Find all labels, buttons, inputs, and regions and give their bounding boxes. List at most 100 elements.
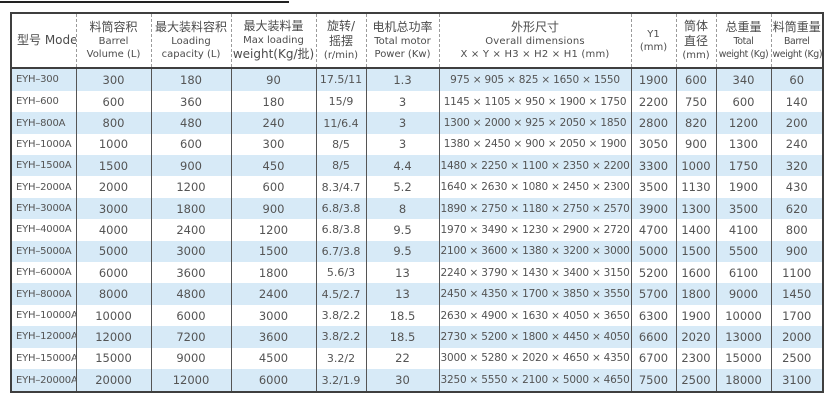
cell-model: EYH–3000A [16,203,72,215]
cell-y1: 3500 [630,176,676,198]
cell-volume: 6000 [75,262,151,284]
cell-y1: 4700 [630,219,676,241]
cell-motor-power: 13 [365,262,439,284]
cell-volume: 2000 [75,176,151,198]
cell-max-loading: 1500 [230,240,316,263]
cell-dimensions: 1380 × 2450 × 900 × 2050 × 1900 [438,133,631,156]
cell-max-loading: 1200 [230,219,316,241]
top-rule [0,1,289,3]
cell-rotation: 6.7/3.8 [315,240,366,263]
cell-barrel-weight: 1700 [770,304,823,327]
column-header-volume: 料筒容积 Barrel Volume (L) [75,13,151,69]
cell-capacity: 480 [150,112,231,134]
cell-y1: 6300 [630,304,676,327]
table-row: EYH–4000A 4000 2400 1200 6.8/3.8 9.5 1970 × 34… [11,219,823,241]
cell-barrel-weight: 200 [770,112,823,134]
cell-volume: 600 [75,90,151,113]
cell-diameter: 600 [675,68,716,91]
cell-y1: 2200 [630,90,676,113]
cell-capacity: 4800 [150,283,231,305]
table-row: EYH–20000A 20000 12000 6000 3.2/1.9 30 3250 × … [11,369,823,392]
cell-capacity: 12000 [150,369,231,392]
cell-max-loading: 2400 [230,283,316,305]
column-header-line: weight (Kg) [718,49,769,60]
column-header-line: weight (Kg) [772,49,823,60]
cell-model: EYH–8000A [16,288,72,300]
cell-diameter: 1400 [675,219,716,241]
column-header-line: 筒体 [683,19,708,33]
cell-capacity: 600 [150,133,231,156]
cell-rotation: 3.8/2.2 [315,304,366,327]
cell-total-weight: 10000 [715,304,771,327]
cell-total-weight: 3500 [715,197,771,220]
column-header-line: 型号 Model [17,33,76,47]
cell-rotation: 6.8/3.8 [315,219,366,241]
cell-diameter: 750 [675,90,716,113]
cell-volume: 15000 [75,347,151,369]
column-header-total-weight: 总重量 Total weight (Kg) [715,13,771,69]
cell-diameter: 1300 [675,197,716,220]
cell-model: EYH–4000A [16,224,72,236]
cell-model: EYH–12000A [16,331,76,343]
cell-dimensions: 2450 × 4350 × 1700 × 3850 × 3550 [438,283,631,305]
cell-motor-power: 3 [365,112,439,134]
cell-y1: 7500 [630,369,676,392]
column-header-rotation: 旋转/摇摆 (r/min) [315,13,366,69]
cell-max-loading: 240 [230,112,316,134]
cell-volume: 10000 [75,304,151,327]
cell-motor-power: 3 [365,133,439,156]
cell-total-weight: 18000 [715,369,771,392]
cell-dimensions: 2100 × 3600 × 1380 × 3200 × 3000 [438,240,631,263]
cell-motor-power: 3 [365,90,439,113]
cell-capacity: 7200 [150,326,231,348]
cell-total-weight: 1300 [715,133,771,156]
cell-max-loading: 450 [230,155,316,177]
column-header-line: Barrel [784,36,810,47]
cell-barrel-weight: 1100 [770,262,823,284]
cell-diameter: 1000 [675,155,716,177]
cell-model: EYH–800A [16,117,66,129]
table-row: EYH–2000A 2000 1200 600 8.3/4.7 5.2 1640 × 263… [11,176,823,198]
column-header-line: Y1 [647,28,660,40]
cell-volume: 1000 [75,133,151,156]
cell-capacity: 900 [150,155,231,177]
column-header-line: (mm) [682,50,710,61]
cell-max-loading: 3000 [230,304,316,327]
cell-max-loading: 300 [230,133,316,156]
cell-max-loading: 90 [230,68,316,91]
table-header: 型号 Model 料筒容积 Barrel Volume (L) 最大装料容积 Loadin… [11,13,823,69]
cell-dimensions: 1970 × 3490 × 1230 × 2900 × 2720 [438,219,631,241]
cell-y1: 3300 [630,155,676,177]
cell-barrel-weight: 140 [770,90,823,113]
cell-total-weight: 1900 [715,176,771,198]
cell-rotation: 3.8/2.2 [315,326,366,348]
cell-motor-power: 5.2 [365,176,439,198]
cell-dimensions: 1890 × 2750 × 1180 × 2750 × 2570 [438,197,631,220]
column-header-line: Overall dimensions [485,36,585,47]
cell-barrel-weight: 240 [770,133,823,156]
cell-total-weight: 4100 [715,219,771,241]
cell-diameter: 2020 [675,326,716,348]
table-row: EYH–8000A 8000 4800 2400 4.5/2.7 13 2450 × 435… [11,283,823,305]
table-row: EYH–6000A 6000 3600 1800 5.6/3 13 2240 × 3790 … [11,262,823,284]
table-row: EYH–3000A 3000 1800 900 6.8/3.8 8 1890 × 2750 … [11,197,823,220]
cell-diameter: 1900 [675,304,716,327]
cell-barrel-weight: 900 [770,240,823,263]
cell-volume: 8000 [75,283,151,305]
table-row: EYH–1000A 1000 600 300 8/5 3 1380 × 2450 × 900… [11,133,823,156]
cell-capacity: 1200 [150,176,231,198]
cell-motor-power: 30 [365,369,439,392]
cell-dimensions: 2730 × 5200 × 1800 × 4450 × 4050 [438,326,631,348]
column-header-line: Total [733,36,754,47]
cell-diameter: 1800 [675,283,716,305]
column-header-barrel-weight: 料筒重量 Barrel weight (Kg) [770,13,823,69]
cell-rotation: 8.3/4.7 [315,176,366,198]
cell-dimensions: 1145 × 1105 × 950 × 1900 × 1750 [438,90,631,113]
column-header-line: 旋转/ [326,19,356,33]
column-header-line: 总重量 [725,20,762,34]
cell-dimensions: 2630 × 4900 × 1630 × 4050 × 3650 [438,304,631,327]
column-header-line: Max loading [243,35,304,46]
cell-rotation: 8/5 [315,155,366,177]
cell-diameter: 2500 [675,369,716,392]
